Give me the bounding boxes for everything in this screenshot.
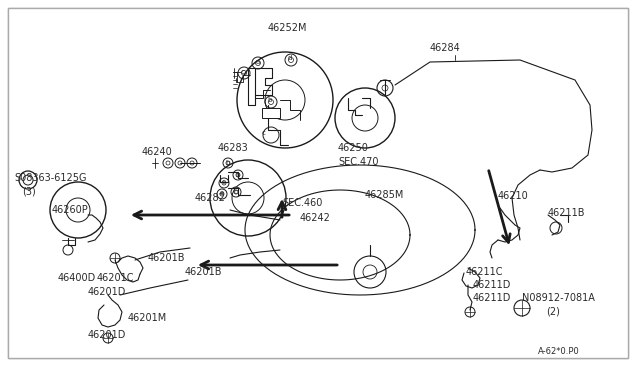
Text: b: b xyxy=(268,97,272,103)
Text: 46284: 46284 xyxy=(430,43,461,53)
Text: 46285M: 46285M xyxy=(365,190,404,200)
Text: 46283: 46283 xyxy=(218,143,249,153)
FancyBboxPatch shape xyxy=(8,8,628,358)
Text: 46201B: 46201B xyxy=(185,267,223,277)
Text: c: c xyxy=(262,130,266,136)
Text: d: d xyxy=(288,55,292,61)
Text: b: b xyxy=(226,160,230,166)
Text: c: c xyxy=(222,179,226,185)
Text: N08912-7081A: N08912-7081A xyxy=(522,293,595,303)
Text: 46211D: 46211D xyxy=(473,293,511,303)
Text: b: b xyxy=(236,172,240,178)
Text: 46400D: 46400D xyxy=(58,273,96,283)
Text: a: a xyxy=(256,59,260,65)
Text: 46211C: 46211C xyxy=(466,267,504,277)
Text: 46201D: 46201D xyxy=(88,287,126,297)
Text: 46242: 46242 xyxy=(300,213,331,223)
Text: 46250: 46250 xyxy=(338,143,369,153)
Text: c: c xyxy=(241,69,245,75)
Text: 46201B: 46201B xyxy=(148,253,186,263)
Text: 46210: 46210 xyxy=(498,191,529,201)
Text: c: c xyxy=(234,189,238,195)
Text: a: a xyxy=(220,190,224,196)
Text: 46252M: 46252M xyxy=(268,23,307,33)
Text: SEC.460: SEC.460 xyxy=(282,198,323,208)
Text: SEC.470: SEC.470 xyxy=(338,157,378,167)
Text: 46260P: 46260P xyxy=(52,205,89,215)
Text: S08363-6125G: S08363-6125G xyxy=(14,173,86,183)
Text: 46201D: 46201D xyxy=(88,330,126,340)
Text: 46282: 46282 xyxy=(195,193,226,203)
Text: 46211D: 46211D xyxy=(473,280,511,290)
Text: (2): (2) xyxy=(546,306,560,316)
Bar xyxy=(262,108,280,118)
Text: 46201M: 46201M xyxy=(128,313,167,323)
Text: 46201C: 46201C xyxy=(97,273,134,283)
Text: 46240: 46240 xyxy=(142,147,173,157)
Text: 46211B: 46211B xyxy=(548,208,586,218)
Text: A-62*0.P0: A-62*0.P0 xyxy=(538,347,580,356)
Text: (3): (3) xyxy=(22,186,36,196)
